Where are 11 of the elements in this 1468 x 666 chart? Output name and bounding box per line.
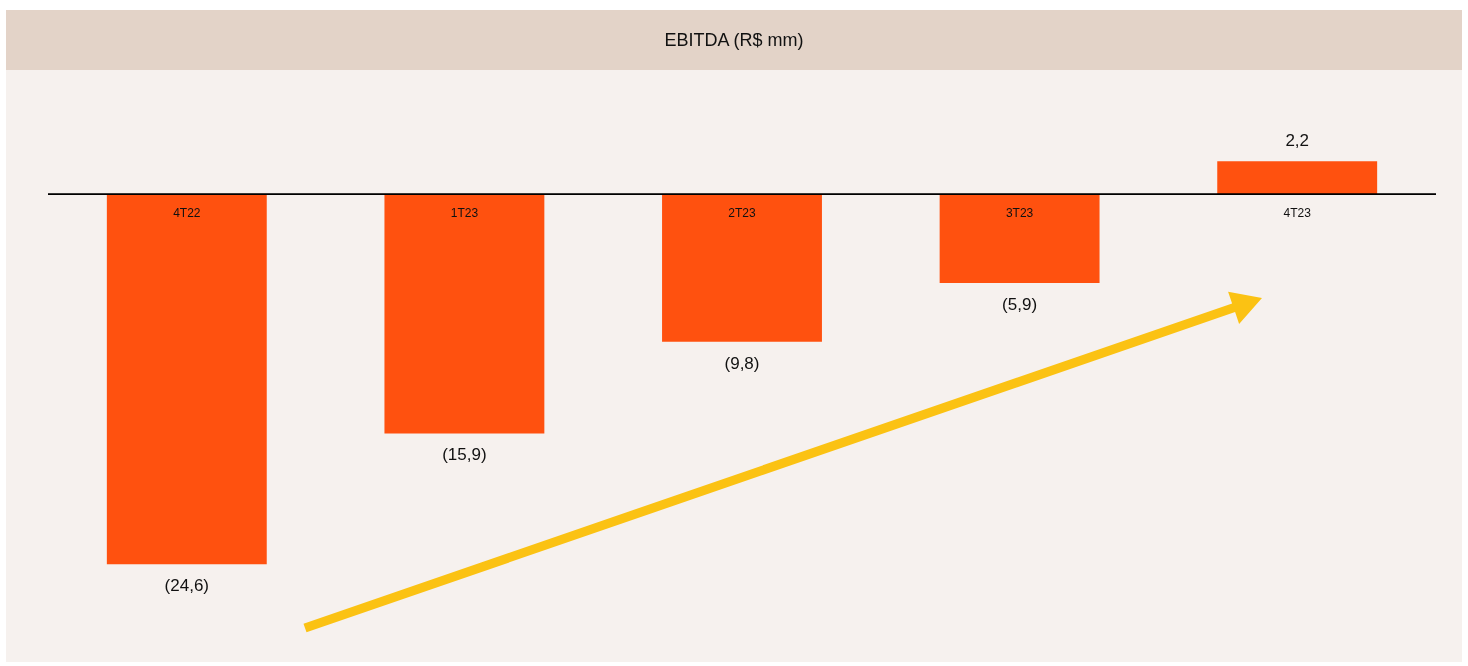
data-label: (5,9)	[1002, 295, 1038, 314]
data-label: (15,9)	[442, 445, 487, 465]
x-tick-label: 1T23	[450, 206, 479, 221]
x-tick-label: 4T22	[173, 206, 201, 221]
data-label: (9,8)	[724, 353, 760, 373]
x-tick-label: 2T23	[728, 206, 756, 221]
x-tick-label: 4T23	[1283, 206, 1312, 221]
data-label: 2,2	[1285, 131, 1310, 151]
chart-title: EBITDA (R$ mm)	[6, 10, 1462, 70]
data-label: (24,6)	[164, 576, 210, 596]
x-tick-label: 3T23	[1005, 206, 1034, 221]
